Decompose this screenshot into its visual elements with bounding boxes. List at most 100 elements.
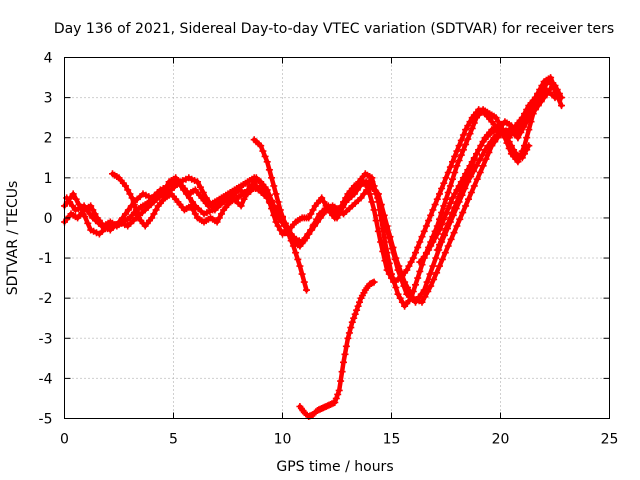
data-point-marker xyxy=(433,269,441,277)
data-point-marker xyxy=(476,169,484,176)
data-point-marker xyxy=(436,190,443,198)
data-point-marker xyxy=(84,219,92,227)
data-point-marker xyxy=(409,254,417,262)
data-point-marker xyxy=(298,238,306,246)
data-point-marker xyxy=(269,205,277,213)
data-point-marker xyxy=(420,286,428,294)
data-point-marker xyxy=(130,201,138,209)
data-point-marker xyxy=(462,202,470,210)
data-point-marker xyxy=(470,119,478,127)
data-point-marker xyxy=(191,210,199,218)
series-line xyxy=(251,137,309,293)
series-track-8 xyxy=(433,126,533,254)
data-point-marker xyxy=(124,186,132,194)
data-point-marker xyxy=(425,217,433,225)
data-point-marker xyxy=(525,126,533,134)
data-point-marker xyxy=(279,213,286,221)
data-point-marker xyxy=(519,118,527,126)
data-point-marker xyxy=(438,235,446,243)
data-point-marker xyxy=(351,310,359,318)
data-point-marker xyxy=(446,163,454,171)
data-point-marker xyxy=(457,151,465,159)
data-point-marker xyxy=(189,206,197,214)
data-point-marker xyxy=(383,266,391,274)
data-point-marker xyxy=(455,193,463,201)
data-point-marker xyxy=(205,198,213,206)
data-point-marker xyxy=(353,186,361,194)
data-point-marker xyxy=(444,205,452,213)
y-tick-label: 0 xyxy=(44,211,53,227)
data-point-marker xyxy=(374,227,382,235)
data-point-marker xyxy=(353,306,361,314)
data-point-marker xyxy=(450,229,458,237)
data-point-marker xyxy=(270,182,278,190)
data-point-marker xyxy=(459,209,467,217)
data-point-marker xyxy=(418,298,426,306)
data-point-marker xyxy=(283,226,291,234)
data-point-marker xyxy=(451,190,459,198)
data-point-marker xyxy=(421,293,429,301)
data-point-marker xyxy=(510,146,518,154)
data-point-marker xyxy=(475,146,483,154)
data-point-marker xyxy=(442,195,450,203)
data-point-marker xyxy=(453,147,461,155)
data-point-marker xyxy=(449,194,456,202)
data-point-marker xyxy=(459,146,467,154)
data-point-marker xyxy=(412,249,419,257)
data-point-marker xyxy=(347,324,355,332)
data-point-marker xyxy=(507,142,515,150)
data-point-marker xyxy=(276,206,284,214)
data-point-marker xyxy=(250,178,258,186)
data-point-marker xyxy=(431,201,439,209)
data-point-marker xyxy=(335,386,343,394)
data-point-marker xyxy=(87,202,95,210)
data-point-marker xyxy=(427,211,435,219)
data-point-marker xyxy=(444,219,452,227)
data-point-marker xyxy=(350,314,358,322)
data-point-marker xyxy=(551,84,559,92)
y-tick-label: -4 xyxy=(39,371,53,387)
data-point-marker xyxy=(429,262,437,270)
data-point-marker xyxy=(356,298,363,306)
data-point-marker xyxy=(341,350,349,358)
data-point-marker xyxy=(482,155,490,163)
data-point-marker xyxy=(345,329,353,337)
data-point-marker xyxy=(338,368,346,376)
data-point-marker xyxy=(553,90,561,98)
data-point-marker xyxy=(457,136,465,144)
data-point-marker xyxy=(417,290,425,298)
data-point-marker xyxy=(442,210,450,218)
data-point-marker xyxy=(453,222,461,230)
plot-area xyxy=(61,74,565,420)
data-point-marker xyxy=(464,135,472,143)
y-tick-label: -2 xyxy=(39,291,53,307)
data-point-marker xyxy=(473,150,480,158)
data-point-marker xyxy=(285,231,293,239)
data-point-marker xyxy=(274,222,282,230)
data-point-marker xyxy=(447,235,455,243)
data-point-marker xyxy=(83,206,91,214)
data-point-marker xyxy=(296,262,304,270)
data-point-marker xyxy=(536,86,544,94)
data-point-marker xyxy=(442,225,450,233)
data-point-marker xyxy=(380,213,387,221)
data-point-marker xyxy=(426,270,434,278)
x-tick-label: 5 xyxy=(169,432,178,448)
data-point-marker xyxy=(436,241,443,249)
data-point-marker xyxy=(287,237,295,245)
data-point-marker xyxy=(473,162,480,170)
data-point-marker xyxy=(449,175,456,183)
data-point-marker xyxy=(484,142,492,150)
data-point-marker xyxy=(462,140,470,148)
series-track-6 xyxy=(296,278,378,420)
data-point-marker xyxy=(470,155,478,163)
data-point-marker xyxy=(451,203,459,211)
data-point-marker xyxy=(330,210,338,218)
data-point-marker xyxy=(257,142,265,150)
series-track-5 xyxy=(250,136,310,294)
data-point-marker xyxy=(354,302,362,310)
data-point-marker xyxy=(374,194,382,202)
data-point-marker xyxy=(405,262,413,270)
data-point-marker xyxy=(368,178,376,186)
data-point-marker xyxy=(208,202,216,210)
